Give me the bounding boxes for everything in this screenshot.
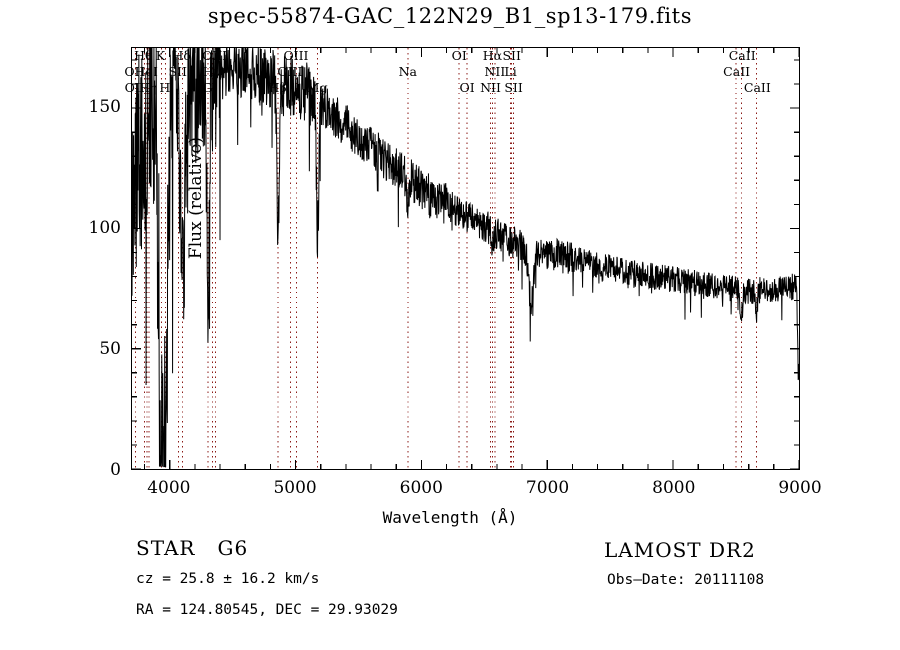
spectral-line-label: NII: [480, 80, 501, 95]
spectral-line-label: OIII: [283, 48, 309, 63]
radial-velocity-text: cz = 25.8 ± 16.2 km/s: [136, 571, 320, 587]
y-tick-label: 150: [88, 97, 121, 118]
spectral-line-label: HeI: [134, 64, 158, 79]
spectral-line-label: OIII: [277, 64, 303, 79]
x-tick-label: 6000: [399, 478, 443, 498]
page-title: spec-55874-GAC_122N29_B1_sp13-179.fits: [207, 4, 693, 28]
spectral-line-label: CaII: [723, 64, 751, 79]
spectral-line-label: OII: [124, 80, 145, 95]
spectral-line-label: Hγ: [202, 64, 221, 79]
spectral-line-label: Li: [504, 64, 517, 79]
spectral-line-label: Hα: [482, 48, 503, 63]
spectral-line-label: G: [202, 80, 213, 95]
spectral-line-label: Na: [398, 64, 418, 79]
spectral-line-label: Hη: [138, 80, 158, 95]
survey-name: LAMOST DR2: [604, 538, 756, 562]
spectral-line-label: Mg: [306, 80, 328, 95]
spectral-line-label: NII: [484, 64, 506, 79]
spectral-line-label: Hδ: [172, 48, 191, 63]
x-tick-label: 4000: [147, 478, 191, 498]
plot-canvas: [132, 48, 799, 469]
y-tick-label: 0: [110, 460, 121, 480]
y-axis-title: Flux (relative): [186, 136, 206, 260]
spectral-line-label: CaII: [743, 80, 771, 95]
x-tick-label: 5000: [273, 478, 317, 498]
spectral-line-label: Hθ: [134, 48, 153, 63]
spectral-line-label: K: [155, 48, 166, 63]
spectral-line-label: SII: [502, 48, 521, 63]
axis-ticks: [132, 48, 800, 470]
spectral-line-label: SII: [168, 64, 187, 79]
x-axis-title: Wavelength (Å): [382, 508, 518, 527]
spectral-line-label: OI: [459, 80, 475, 95]
plot-area: Flux (relative): [131, 47, 800, 470]
object-classification: STAR G6: [136, 536, 249, 560]
y-tick-label: 100: [88, 218, 121, 239]
x-tick-label: 9000: [778, 478, 822, 498]
x-tick-label: 7000: [525, 478, 570, 498]
observation-date: Obs–Date: 20111108: [607, 572, 765, 588]
spectral-line-label: OI: [451, 48, 467, 63]
y-tick-label: 50: [99, 339, 121, 360]
spectral-line-label: OII: [124, 64, 145, 79]
spectral-line-label: CaII: [728, 48, 756, 63]
spectrum-trace: [132, 48, 799, 468]
coordinates-text: RA = 124.80545, DEC = 29.93029: [136, 602, 398, 618]
x-tick-label: 8000: [652, 478, 696, 498]
spectral-line-label: Hβ: [268, 80, 287, 95]
spectral-line-label: SII: [504, 80, 523, 95]
spectral-line-label: OIII: [202, 48, 228, 63]
spectral-line-label: H: [159, 80, 171, 95]
